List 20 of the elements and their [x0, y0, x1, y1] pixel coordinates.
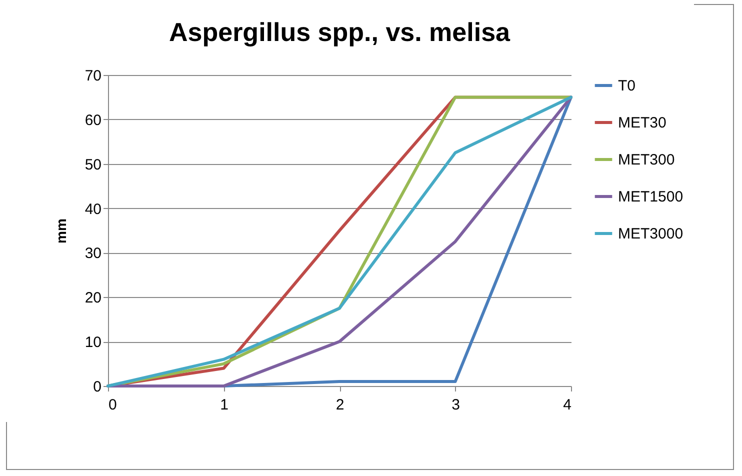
y-tick-label: 50 [84, 156, 102, 174]
legend-label: MET1500 [618, 188, 684, 206]
y-tick-label: 10 [84, 334, 102, 352]
legend-label: MET300 [618, 152, 675, 168]
y-tick-label: 60 [84, 112, 102, 129]
y-tick-label: 0 [93, 378, 102, 396]
y-tick-label: 70 [84, 68, 102, 84]
chart-title: Aspergillus spp., vs. melisa [168, 17, 511, 47]
x-tick-label: 1 [220, 396, 228, 414]
y-axis-title: mm [52, 218, 69, 244]
legend-label: T0 [618, 78, 636, 94]
x-tick-label: 3 [452, 396, 460, 414]
y-tick-label: 40 [84, 200, 102, 218]
x-tick-label: 2 [336, 396, 344, 414]
y-tick-label: 20 [84, 290, 102, 307]
x-tick-label: 4 [563, 396, 572, 414]
legend-label: MET3000 [618, 226, 684, 242]
y-tick-label: 30 [84, 245, 102, 262]
legend-label: MET30 [618, 114, 666, 132]
x-tick-label: 0 [108, 396, 117, 414]
